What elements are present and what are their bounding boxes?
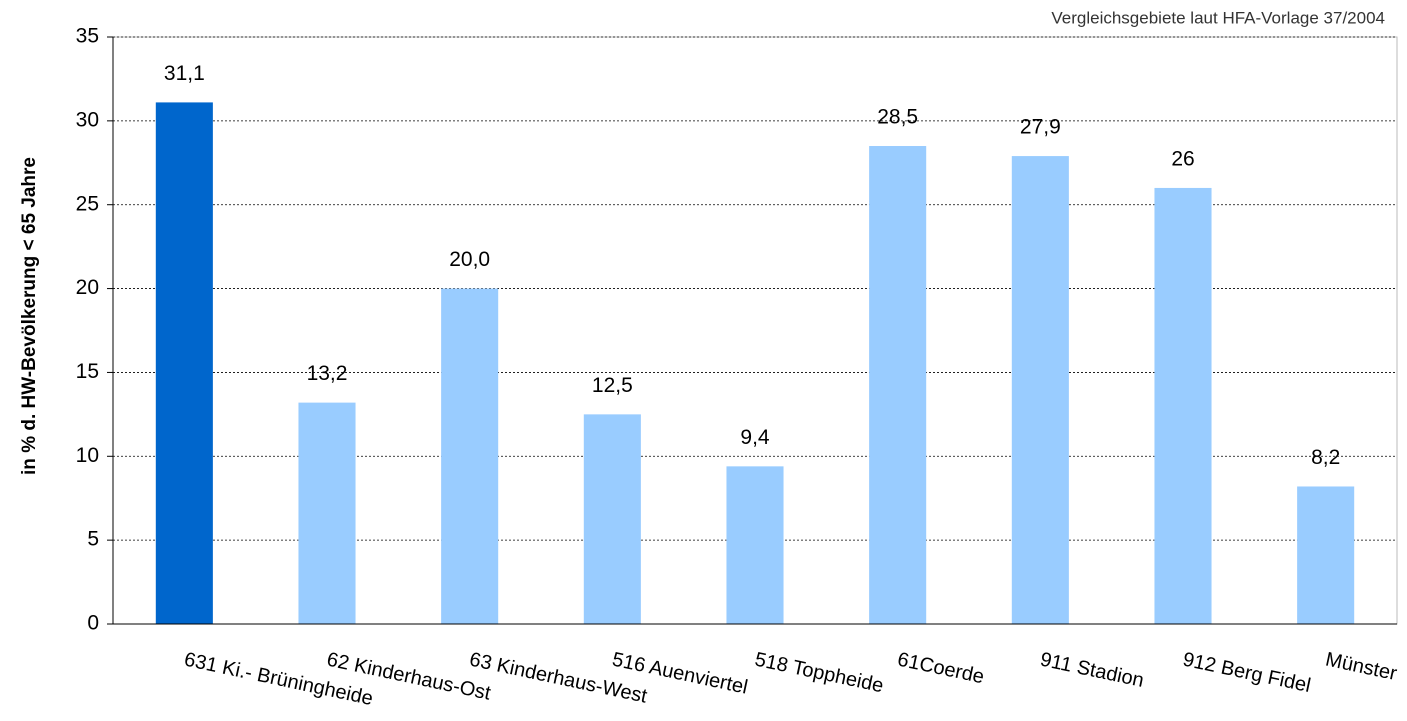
chart-subtitle: Vergleichsgebiete laut HFA-Vorlage 37/20… xyxy=(1051,8,1385,27)
bar xyxy=(726,466,784,624)
y-tick-label: 15 xyxy=(76,360,99,383)
bar xyxy=(298,402,356,624)
bar xyxy=(1154,187,1212,624)
x-tick-label: 61Coerde xyxy=(896,649,986,689)
data-label: 12,5 xyxy=(592,374,633,397)
bar xyxy=(1011,156,1069,624)
bar xyxy=(583,414,641,624)
data-label: 13,2 xyxy=(307,362,348,385)
x-tick-label: 911 Stadion xyxy=(1038,649,1146,692)
y-tick-label: 35 xyxy=(76,25,99,48)
x-tick-label: Münster xyxy=(1324,649,1400,686)
y-tick-label: 20 xyxy=(76,276,99,299)
data-label: 31,1 xyxy=(164,62,205,85)
y-axis-label: in % d. HW-Bevölkerung < 65 Jahre xyxy=(19,157,40,475)
y-tick-label: 25 xyxy=(76,192,99,215)
bar xyxy=(1297,486,1355,624)
data-label: 28,5 xyxy=(877,106,918,129)
data-label: 20,0 xyxy=(449,248,490,271)
y-tick-label: 0 xyxy=(87,612,99,635)
bar xyxy=(441,288,499,624)
data-label: 9,4 xyxy=(740,426,770,449)
bar xyxy=(869,146,927,624)
bar xyxy=(155,102,213,624)
data-label: 8,2 xyxy=(1311,446,1340,469)
data-label: 26 xyxy=(1171,147,1194,170)
y-tick-label: 30 xyxy=(76,108,99,131)
y-tick-label: 10 xyxy=(76,444,99,467)
data-label: 27,9 xyxy=(1020,116,1061,139)
x-tick-label: 912 Berg Fidel xyxy=(1181,649,1313,698)
x-tick-label: 518 Toppheide xyxy=(753,649,886,698)
y-tick-label: 5 xyxy=(87,528,99,551)
